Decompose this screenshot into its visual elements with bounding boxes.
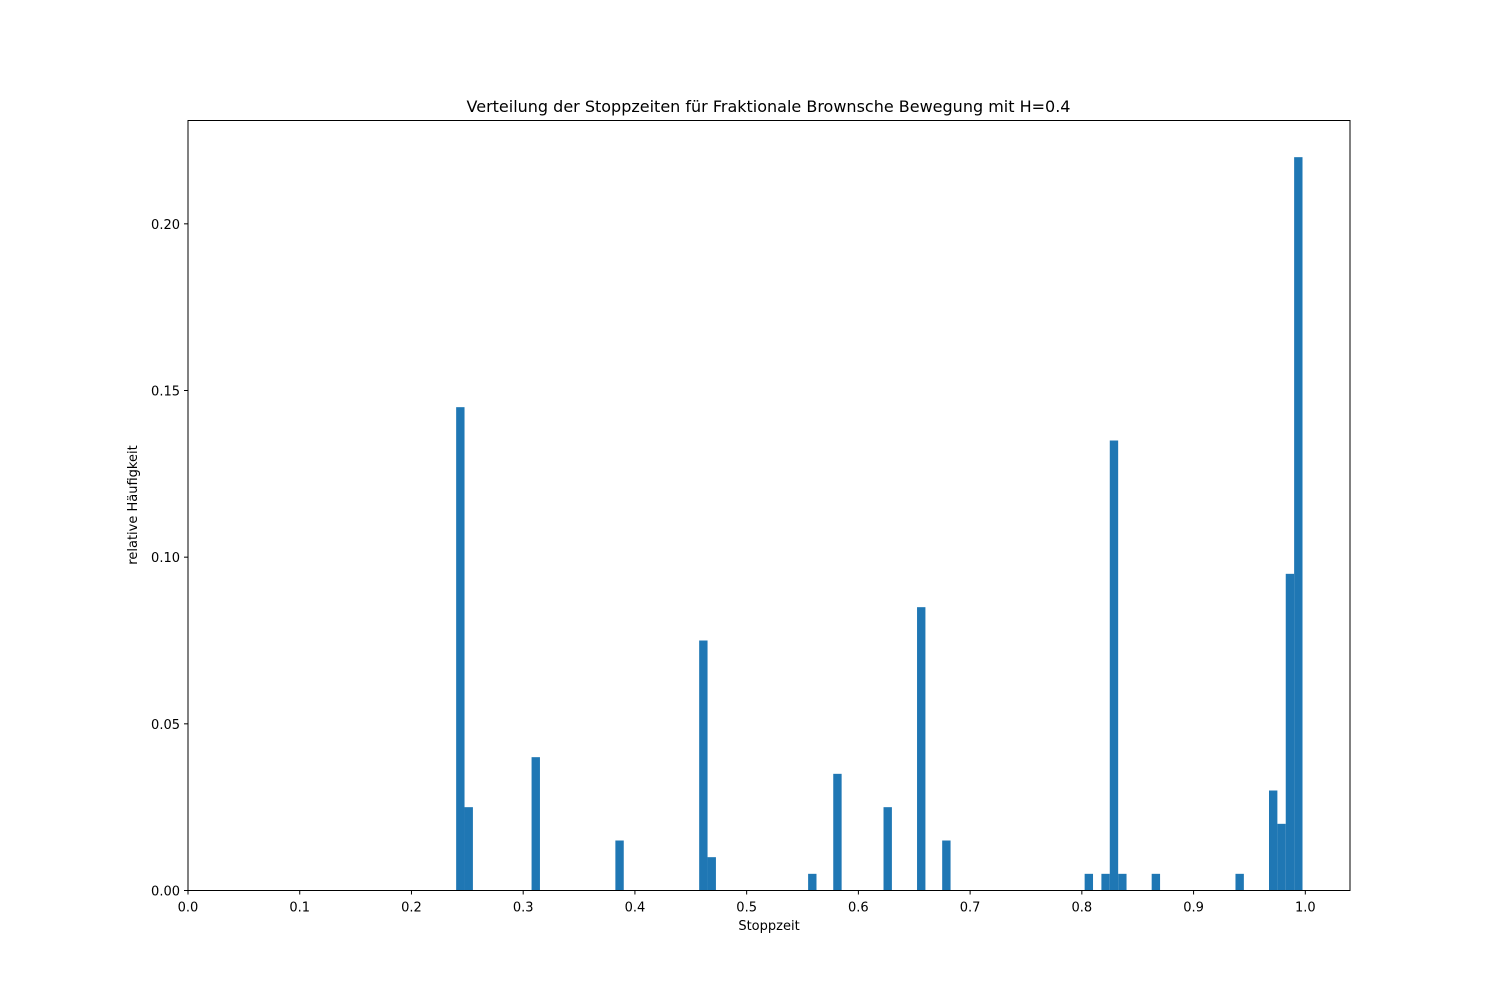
y-axis-label: relative Häufigkeit (126, 445, 141, 564)
x-tick-label: 0.2 (401, 901, 422, 916)
histogram-bar (1084, 873, 1094, 891)
histogram-bar (1151, 873, 1161, 891)
x-tick-label: 0.7 (960, 901, 981, 916)
x-tick-label: 0.0 (178, 901, 199, 916)
histogram-bar (808, 873, 817, 891)
y-tick-label: 0.00 (151, 885, 180, 900)
x-axis-ticks: 0.0 0.1 0.2 0.3 0.4 0.5 0.6 0.7 0.8 0.9 1.0 (178, 890, 1316, 916)
x-tick-label: 0.8 (1072, 901, 1093, 916)
y-tick-label: 0.20 (151, 218, 180, 233)
x-tick-label: 0.3 (513, 901, 534, 916)
histogram-bar (1101, 873, 1110, 891)
histogram-bar (707, 857, 716, 891)
y-axis-ticks: 0.00 0.05 0.10 0.15 0.20 (151, 218, 188, 900)
histogram-bar (833, 773, 842, 891)
histogram-bar (456, 407, 465, 891)
histogram-bar (699, 640, 708, 891)
y-tick-label: 0.10 (151, 551, 180, 566)
histogram-bar (1285, 573, 1295, 891)
histogram-bar (1109, 440, 1119, 891)
histogram-bar (464, 807, 473, 891)
histogram-bar (1269, 790, 1278, 891)
histogram-bar (883, 807, 892, 891)
y-tick-label: 0.15 (151, 385, 180, 400)
histogram-bar (615, 840, 624, 891)
bars-group (456, 157, 1303, 891)
x-axis-label: Stoppzeit (738, 919, 799, 934)
x-tick-label: 0.4 (625, 901, 646, 916)
axes-frame (187, 120, 1351, 891)
x-tick-label: 0.5 (736, 901, 757, 916)
histogram-bar (917, 607, 926, 891)
histogram-bar (1118, 873, 1127, 891)
y-tick-label: 0.05 (151, 718, 180, 733)
histogram-bar (1277, 823, 1286, 891)
x-tick-label: 0.6 (848, 901, 869, 916)
histogram-bar (531, 757, 540, 891)
histogram-bar (1235, 873, 1244, 891)
x-tick-label: 0.1 (289, 901, 310, 916)
x-tick-label: 0.9 (1183, 901, 1204, 916)
chart-title: Verteilung der Stoppzeiten für Fraktiona… (467, 97, 1071, 116)
x-tick-label: 1.0 (1295, 901, 1316, 916)
histogram-bar (1294, 157, 1303, 891)
histogram-bar (942, 840, 951, 891)
